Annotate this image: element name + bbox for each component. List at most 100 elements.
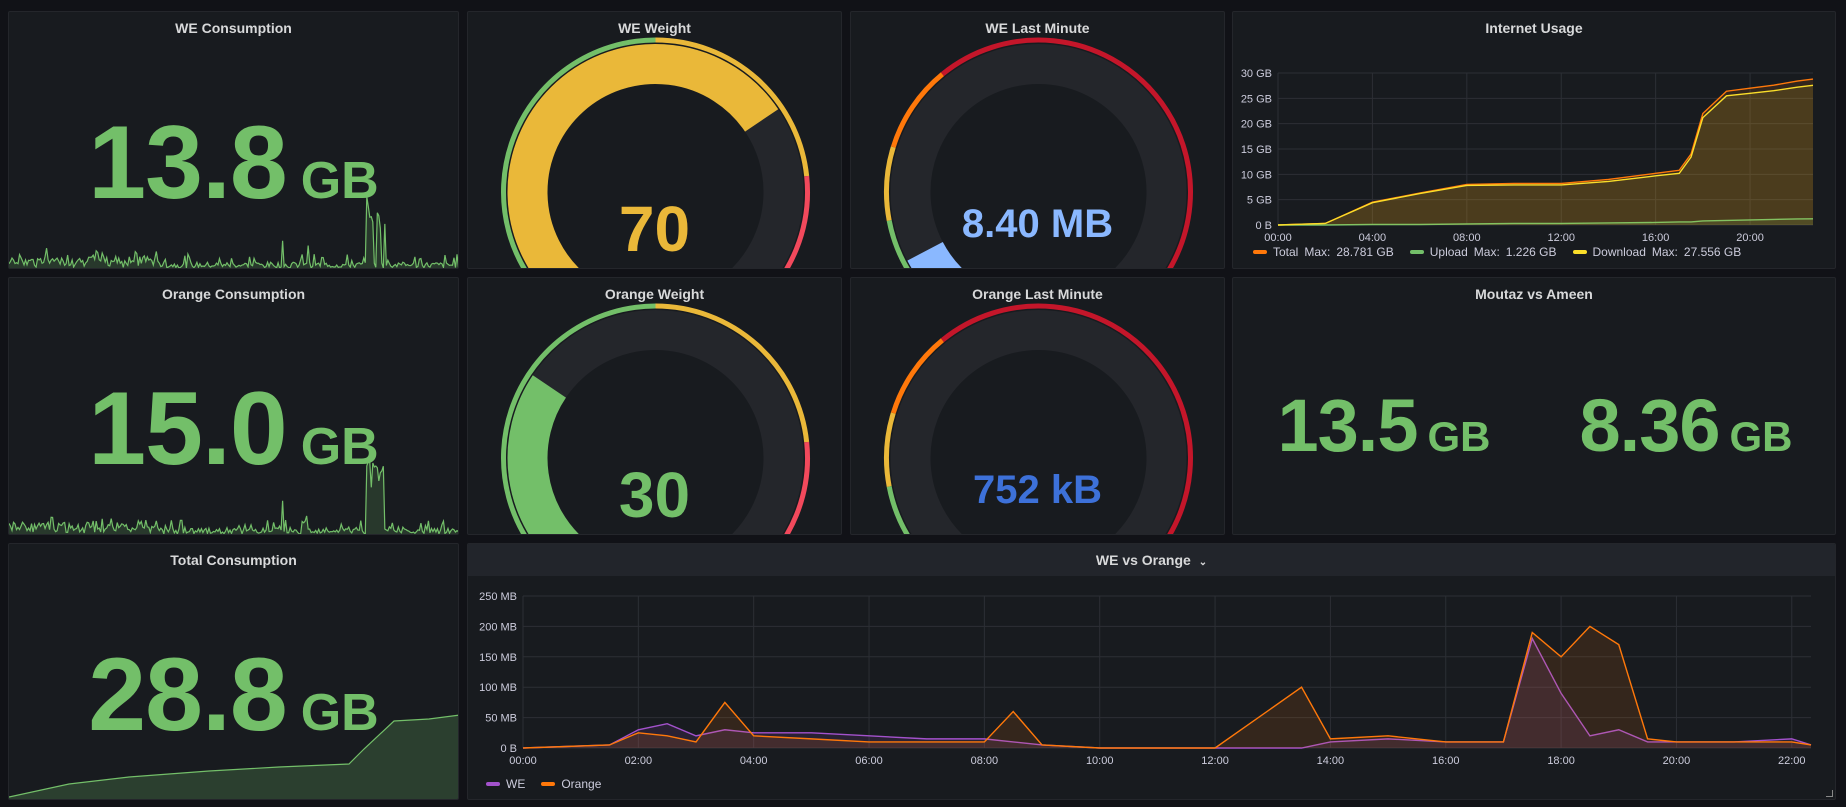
legend-item[interactable]: Orange xyxy=(541,777,601,791)
x-tick-label: 06:00 xyxy=(855,755,883,767)
gauge-threshold xyxy=(884,146,896,221)
y-tick-label: 15 GB xyxy=(1241,144,1272,156)
x-tick-label: 18:00 xyxy=(1547,755,1575,767)
internet-usage-panel[interactable]: Internet Usage 0 B 5 GB 10 GB 15 GB 20 GB 25 … xyxy=(1232,11,1836,269)
x-tick-label: 04:00 xyxy=(740,755,768,767)
legend-item[interactable]: Download Max: 27.556 GB xyxy=(1572,245,1742,259)
y-tick-label: 100 MB xyxy=(479,682,517,694)
legend-max-value: 28.781 GB xyxy=(1336,245,1394,259)
stat-value: 28.8 GB xyxy=(88,637,379,753)
x-tick-label: 12:00 xyxy=(1201,755,1229,767)
gauge-threshold xyxy=(784,175,810,268)
gauge-threshold xyxy=(940,303,1194,534)
x-tick-label: 16:00 xyxy=(1642,232,1670,244)
sparkline-area xyxy=(9,461,458,534)
sparkline xyxy=(9,714,458,799)
x-tick-label: 10:00 xyxy=(1086,755,1114,767)
x-tick-label: 20:00 xyxy=(1736,232,1764,244)
y-tick-label: 0 B xyxy=(500,743,517,755)
orange-consumption-panel[interactable]: Orange Consumption 15.0 GB xyxy=(8,277,459,535)
orange-last-minute-panel[interactable]: Orange Last Minute 752 kB xyxy=(850,277,1225,535)
series-area xyxy=(523,638,1811,748)
series-line xyxy=(1277,84,1814,226)
orange-weight-panel[interactable]: Orange Weight 30 xyxy=(467,277,842,535)
y-tick-label: 25 GB xyxy=(1241,93,1272,105)
total-consumption-panel[interactable]: Total Consumption 28.8 GB xyxy=(8,543,459,800)
stat-value: 13.8 GB xyxy=(88,105,379,221)
moutaz-vs-ameen-panel[interactable]: Moutaz vs Ameen 13.5 GB 8.36 GB xyxy=(1232,277,1836,535)
we-weight-panel[interactable]: WE Weight 70 xyxy=(467,11,842,269)
gauge-value: 70 xyxy=(618,193,691,265)
y-tick-label: 30 GB xyxy=(1241,68,1272,80)
legend-label: Download xyxy=(1592,245,1646,259)
panel-title: WE Consumption xyxy=(175,20,292,36)
panel-title: Orange Weight xyxy=(604,286,705,302)
legend-max-value: 27.556 GB xyxy=(1683,245,1742,259)
panel-title: WE Last Minute xyxy=(985,20,1090,36)
legend-label: Orange xyxy=(561,777,602,791)
sparkline xyxy=(9,460,458,534)
series-line xyxy=(522,625,1812,749)
stat-value-moutaz: 13.5 GB xyxy=(1277,384,1491,467)
chevron-down-icon[interactable]: ⌄ xyxy=(1198,557,1208,568)
we-consumption-panel[interactable]: WE Consumption 13.8 GB xyxy=(8,11,459,269)
gauge-track xyxy=(890,310,1187,534)
gauge-threshold xyxy=(886,219,910,268)
legend-item[interactable]: Upload Max: 1.226 GB xyxy=(1409,245,1557,259)
legend-label: Total xyxy=(1273,245,1299,259)
we-vs-orange-header[interactable]: WE vs Orange ⌄ xyxy=(468,544,1835,576)
legend-max-label: Max: xyxy=(1304,245,1331,259)
gauge-value: 30 xyxy=(618,459,691,531)
y-tick-label: 150 MB xyxy=(479,652,517,664)
legend-swatch xyxy=(1253,250,1267,254)
x-tick-label: 04:00 xyxy=(1359,232,1387,244)
we-vs-orange-chart: 0 B 50 MB 100 MB 150 MB 200 MB 250 MB 00:00 02:… xyxy=(479,591,1812,767)
x-tick-label: 00:00 xyxy=(1264,232,1292,244)
legend-label: WE xyxy=(506,777,526,791)
panel-title: Orange Last Minute xyxy=(972,286,1103,302)
gauge xyxy=(501,303,810,534)
y-tick-label: 50 MB xyxy=(485,713,517,725)
legend-item[interactable]: Total Max: 28.781 GB xyxy=(1253,245,1394,259)
internet-usage-chart: 0 B 5 GB 10 GB 15 GB 20 GB 25 GB 30 GB 00:00 04:… xyxy=(1241,68,1814,244)
legend-label: Upload xyxy=(1429,245,1468,259)
gauge-threshold xyxy=(940,37,1194,268)
y-tick-label: 200 MB xyxy=(479,621,517,633)
gauge xyxy=(501,37,810,268)
legend-swatch xyxy=(486,782,500,786)
x-tick-label: 08:00 xyxy=(971,755,999,767)
gauge xyxy=(884,303,1194,534)
legend-swatch xyxy=(541,782,556,786)
gauge-threshold xyxy=(501,303,656,534)
y-tick-label: 250 MB xyxy=(479,591,517,603)
gauge-fill xyxy=(507,375,579,534)
panel-title: WE Weight xyxy=(618,20,691,36)
series-area xyxy=(523,626,1811,748)
legend-swatch xyxy=(1409,250,1424,254)
panel-title: Moutaz vs Ameen xyxy=(1475,286,1593,302)
we-last-minute-panel[interactable]: WE Last Minute 8.40 MB xyxy=(850,11,1225,269)
x-tick-label: 20:00 xyxy=(1663,755,1691,767)
gauge-value: 752 kB xyxy=(973,468,1102,512)
legend: WE Orange xyxy=(486,777,601,791)
sparkline-area xyxy=(9,715,458,799)
stat-value: 15.0 GB xyxy=(88,371,379,487)
we-vs-orange-panel[interactable]: WE vs Orange ⌄ 0 B 50 MB 100 MB 150 MB 200 M… xyxy=(467,543,1836,800)
gauge-threshold xyxy=(890,338,945,414)
y-tick-label: 10 GB xyxy=(1241,169,1272,181)
y-tick-label: 0 B xyxy=(1255,220,1272,232)
gauge-threshold xyxy=(890,72,945,148)
x-tick-label: 02:00 xyxy=(625,755,653,767)
gauge-threshold xyxy=(886,485,910,534)
gauge-threshold xyxy=(655,303,810,443)
sparkline-line xyxy=(9,714,458,798)
y-tick-label: 20 GB xyxy=(1241,119,1272,131)
x-tick-label: 16:00 xyxy=(1432,755,1460,767)
resize-handle[interactable] xyxy=(1826,790,1833,797)
x-tick-label: 00:00 xyxy=(509,755,537,767)
legend-item[interactable]: WE xyxy=(486,777,525,791)
sparkline xyxy=(9,196,458,268)
gauge-track xyxy=(890,44,1187,268)
legend-max-value: 1.226 GB xyxy=(1505,245,1557,259)
panel-title: Orange Consumption xyxy=(161,286,306,302)
